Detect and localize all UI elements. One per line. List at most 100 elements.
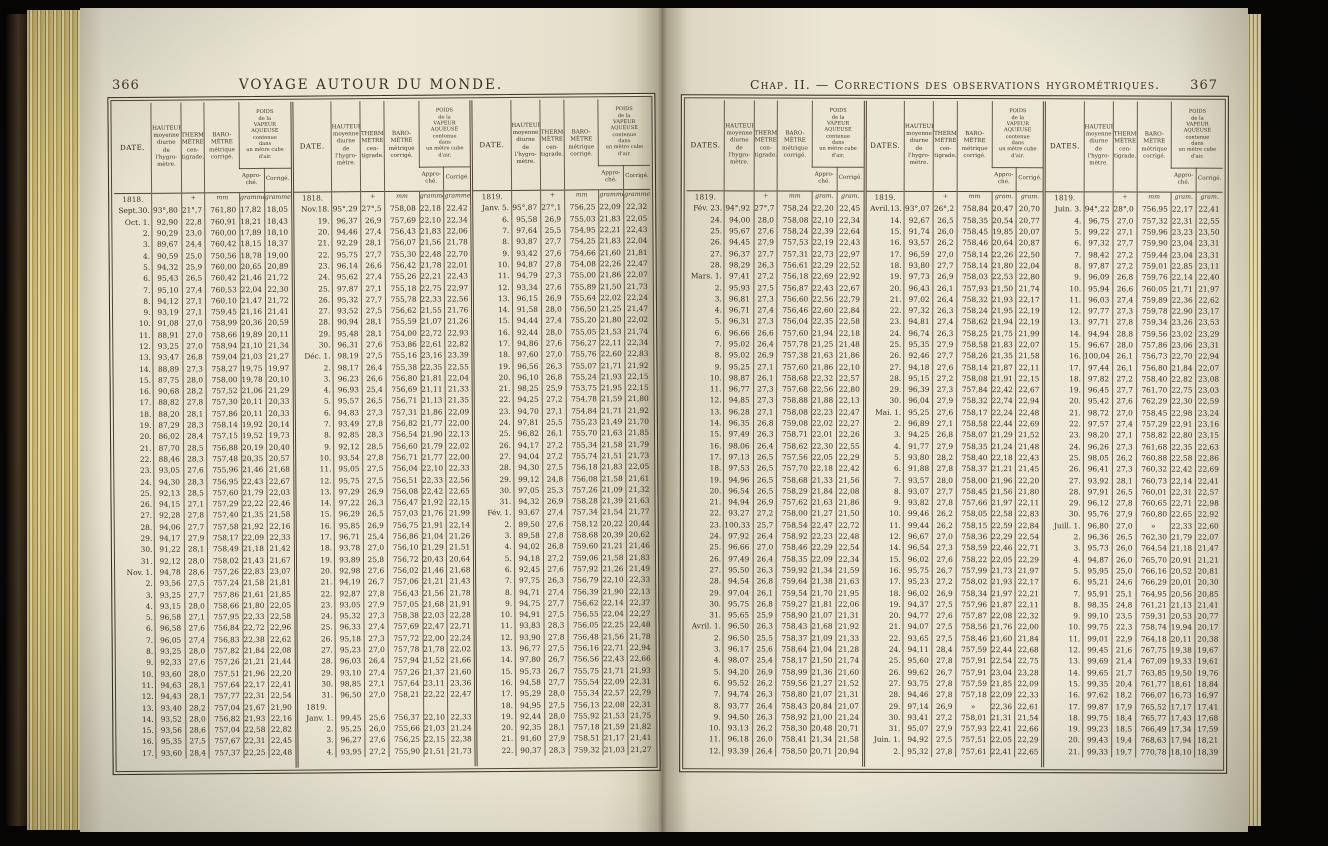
value-cell: 756,71	[386, 395, 421, 407]
value-cell: 22,84	[836, 304, 864, 317]
value-cell: 758,14	[956, 361, 992, 374]
value-cell: 21,92	[242, 520, 267, 533]
value-cell: 21,72	[265, 294, 292, 307]
date-cell: 7.	[143, 285, 151, 295]
table-row: 13. 96,28 27,1 758,08 22,23 22,47	[686, 406, 863, 418]
value-cell: 22,15	[625, 382, 652, 394]
value-cell: 27,0	[1112, 407, 1137, 419]
value-cell: 758,66	[206, 328, 241, 341]
date-cell: 31.	[709, 610, 722, 620]
value-cell: 21,73	[624, 280, 651, 292]
value-cell: 96,02	[903, 587, 933, 599]
date-cell: 4.	[713, 655, 721, 665]
value-cell: 21,93	[991, 293, 1017, 306]
date-cell: 12.	[141, 692, 154, 702]
value-cell: 22,29	[811, 259, 837, 271]
value-cell: 20,84	[810, 700, 836, 712]
date-cell: 20.	[139, 432, 152, 442]
value-cell: 22,43	[444, 270, 472, 283]
date-cell: 13.	[319, 487, 332, 497]
value-cell: 755,92	[568, 710, 604, 722]
value-cell: 22,94	[1195, 350, 1223, 363]
value-cell: 27,7	[1112, 237, 1137, 250]
value-cell: 21,56	[835, 474, 863, 486]
value-cell: 94°,22	[1083, 203, 1114, 216]
date-cell: 2.	[326, 724, 334, 734]
value-cell: 756,43	[385, 225, 420, 238]
value-cell: 96,18	[723, 733, 753, 746]
table-row: 30. 93,41 27,2 758,01 21,31 21,54	[865, 711, 1042, 724]
table-row: 25. 95,67 27,6 758,24 22,39 22,64	[687, 225, 864, 238]
date-cell: 22.	[889, 305, 902, 315]
table-row: 17. 93,60 28,4 757,37 22,25 22,48	[118, 746, 296, 759]
table-row: 2. 95,93 27,5 756,87 22,43 22,67	[686, 281, 864, 294]
table-row: 20. 96,43 26,1 757,93 21,50 21,74	[866, 282, 1043, 295]
date-cell: 23.	[889, 317, 902, 327]
table-row: 26. 92,46 27,7 758,26 21,35 21,58	[866, 350, 1043, 362]
value-cell: 765,70	[1135, 554, 1171, 566]
value-cell: 22,41	[1196, 204, 1223, 216]
value-cell: 22,05	[990, 734, 1016, 746]
date-cell: 2.	[893, 746, 901, 756]
value-cell: 23,31	[1195, 249, 1223, 261]
value-cell: 99,46	[903, 508, 933, 520]
value-cell: 92,67	[904, 214, 934, 227]
table-row: 15. 96,67 28,0 757,86 23,06 23,31	[1046, 339, 1223, 352]
value-cell: 22,94	[1015, 395, 1043, 408]
value-cell: 96,43	[904, 282, 934, 294]
value-cell: 756,51	[386, 474, 422, 486]
value-cell: 27,0	[364, 689, 389, 701]
value-cell: 755,07	[565, 359, 601, 372]
value-cell: 20,87	[1016, 237, 1043, 249]
date-cell: 29.	[888, 701, 901, 711]
value-cell: 18,10	[1169, 746, 1195, 758]
value-cell: 93,25	[153, 340, 183, 353]
value-cell: 20,38	[1194, 633, 1222, 645]
value-cell: 28,0	[1112, 339, 1137, 351]
table-row: 22. 97,57 27,4 757,29 22,91 23,16	[1045, 418, 1223, 431]
value-cell: 99,12	[513, 473, 543, 485]
table-row: 19. 94,96 26,5 758,68 21,33 21,56	[686, 474, 863, 486]
value-cell: 20,40	[266, 441, 293, 453]
date-cell: 22.	[1069, 419, 1081, 429]
value-cell: 758,43	[776, 700, 811, 712]
value-cell: 94,78	[155, 566, 185, 579]
value-cell: 755,18	[385, 282, 420, 294]
value-cell: 757,96	[956, 598, 991, 611]
value-cell: 95,35	[156, 736, 186, 748]
date-cell: 24.	[1069, 441, 1081, 452]
value-cell: 21,95	[991, 305, 1017, 317]
value-cell: 94,18	[514, 552, 544, 564]
value-cell: 21,84	[1170, 362, 1196, 374]
value-cell: 21,92	[421, 496, 447, 509]
date-column-header: DATES.	[690, 140, 721, 150]
value-cell: 22,23	[811, 530, 836, 543]
value-cell: 21,83	[991, 339, 1017, 351]
year-label: 1819.	[305, 701, 328, 712]
value-cell: 23,0	[181, 227, 206, 239]
date-cell: 15.	[889, 554, 901, 564]
value-cell: 95,23	[903, 576, 933, 588]
value-cell: 756,86	[387, 530, 422, 543]
value-cell: 21,58	[601, 472, 626, 485]
value-cell: 758,46	[956, 632, 991, 645]
date-cell: 9.	[146, 658, 154, 668]
date-cell: 30.	[889, 396, 902, 406]
value-cell: 88,82	[153, 397, 183, 409]
date-cell: 7.	[504, 576, 513, 586]
value-cell: 26,8	[752, 575, 777, 588]
value-cell: 26,3	[753, 428, 777, 441]
value-cell: 21,79	[625, 438, 653, 451]
value-cell: 94,19	[334, 576, 365, 588]
date-cell: 20.	[709, 486, 722, 496]
date-cell: Janv. 5.	[481, 203, 510, 213]
value-cell: 98,85	[335, 678, 365, 690]
value-cell: 26,7	[544, 665, 569, 677]
value-cell: 22,86	[1195, 452, 1222, 465]
value-cell: 94,54	[723, 575, 753, 588]
value-cell: 27,7	[361, 248, 386, 261]
value-cell: 22,48	[835, 530, 863, 543]
table-row: 12. 93,39 26,4 758,50 20,71 20,94	[685, 745, 862, 757]
value-cell: 91,22	[154, 543, 185, 556]
value-cell: 26,3	[752, 620, 777, 633]
